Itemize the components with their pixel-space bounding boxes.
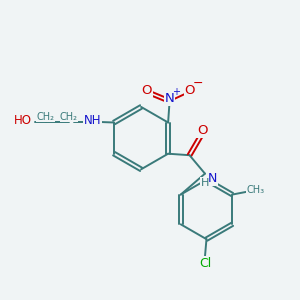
Text: H: H — [201, 178, 209, 188]
Text: Cl: Cl — [199, 257, 211, 270]
Text: O: O — [197, 124, 208, 137]
Text: −: − — [193, 77, 203, 90]
Text: CH₂: CH₂ — [37, 112, 55, 122]
Text: O: O — [184, 84, 195, 97]
Text: HO: HO — [14, 114, 32, 127]
Text: N: N — [208, 172, 217, 185]
Text: N: N — [165, 92, 175, 105]
Text: CH₃: CH₃ — [246, 185, 265, 195]
Text: +: + — [172, 87, 179, 97]
Text: O: O — [141, 84, 152, 97]
Text: NH: NH — [84, 114, 101, 127]
Text: CH₂: CH₂ — [60, 112, 78, 122]
